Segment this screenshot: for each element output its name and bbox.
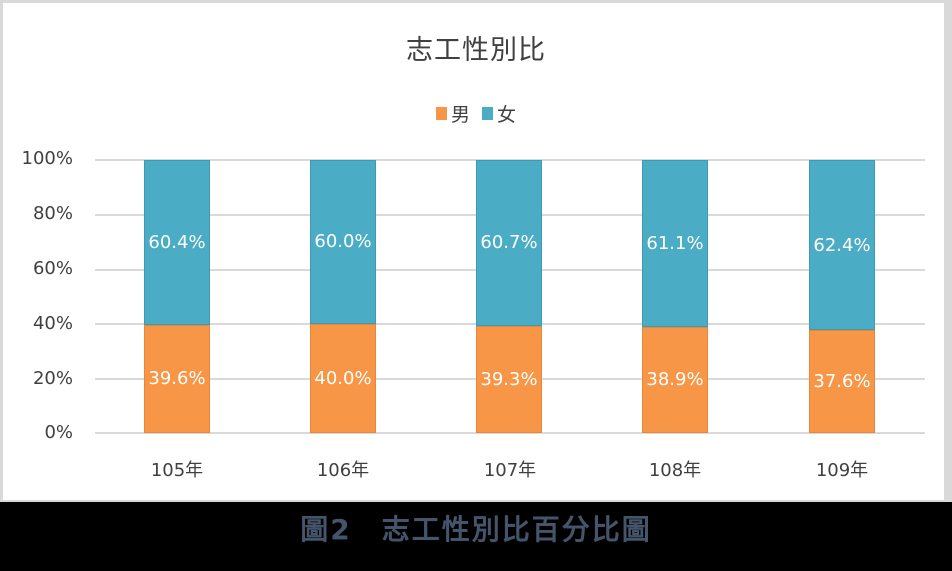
- legend-item-female: 女: [482, 100, 516, 127]
- bar-0: 39.6% 60.4%: [144, 160, 210, 433]
- y-tick-0: 0%: [44, 422, 73, 443]
- bar-segment-male: 40.0%: [310, 323, 376, 433]
- bar-segment-female: 60.4%: [144, 160, 210, 325]
- bar-1: 40.0% 60.0%: [310, 160, 376, 433]
- data-label: 37.6%: [813, 371, 871, 393]
- legend-label-female: 女: [497, 104, 517, 126]
- figure-caption: 圖2 志工性別比百分比圖: [300, 513, 652, 546]
- legend: 男 女: [0, 100, 952, 127]
- x-tick-109: 109年: [815, 460, 869, 481]
- bar-4: 37.6% 62.4%: [809, 160, 875, 433]
- data-label: 60.0%: [314, 231, 372, 253]
- x-tick-107: 107年: [483, 460, 537, 481]
- data-label: 60.4%: [148, 231, 206, 253]
- data-label: 39.6%: [148, 368, 206, 390]
- bar-segment-female: 61.1%: [642, 160, 708, 327]
- data-label: 60.7%: [480, 232, 538, 254]
- y-tick-40: 40%: [32, 313, 73, 334]
- data-label: 62.4%: [813, 234, 871, 256]
- data-label: 39.3%: [480, 368, 538, 390]
- gridline-0: [95, 432, 925, 434]
- bar-segment-female: 60.0%: [310, 160, 376, 324]
- legend-item-male: 男: [435, 100, 470, 127]
- bar-segment-female: 60.7%: [476, 160, 542, 326]
- data-label: 38.9%: [646, 369, 704, 391]
- y-tick-80: 80%: [32, 203, 73, 224]
- bar-3: 38.9% 61.1%: [642, 160, 708, 433]
- gridline-100: [95, 159, 925, 161]
- bar-segment-female: 62.4%: [809, 160, 875, 331]
- y-tick-100: 100%: [21, 148, 73, 169]
- y-tick-60: 60%: [32, 258, 73, 279]
- x-tick-105: 105年: [150, 460, 204, 481]
- data-label: 61.1%: [646, 232, 704, 254]
- bar-segment-male: 39.6%: [144, 324, 210, 433]
- y-tick-20: 20%: [32, 368, 73, 389]
- legend-swatch-male: [435, 107, 447, 120]
- chart-title: 志工性別比: [406, 35, 546, 66]
- data-label: 40.0%: [314, 367, 372, 389]
- bar-segment-male: 38.9%: [642, 326, 708, 433]
- bar-2: 39.3% 60.7%: [476, 160, 542, 433]
- legend-swatch-female: [482, 107, 493, 120]
- bar-segment-male: 37.6%: [809, 330, 875, 433]
- legend-label-male: 男: [450, 104, 470, 126]
- x-tick-106: 106年: [316, 460, 370, 481]
- x-tick-108: 108年: [648, 460, 702, 481]
- bar-segment-male: 39.3%: [476, 325, 542, 433]
